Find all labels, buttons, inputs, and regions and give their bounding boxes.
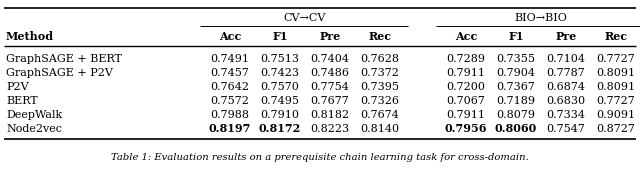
Text: GraphSAGE + P2V: GraphSAGE + P2V (6, 68, 113, 78)
Text: 0.7956: 0.7956 (445, 123, 487, 134)
Text: 0.8223: 0.8223 (310, 124, 349, 134)
Text: 0.7547: 0.7547 (547, 124, 586, 134)
Text: 0.7642: 0.7642 (211, 82, 250, 92)
Text: 0.7334: 0.7334 (547, 110, 586, 120)
Text: Node2vec: Node2vec (6, 124, 62, 134)
Text: CV→CV: CV→CV (284, 13, 326, 23)
Text: 0.7104: 0.7104 (547, 54, 586, 64)
Text: 0.6874: 0.6874 (547, 82, 586, 92)
Text: 0.7486: 0.7486 (310, 68, 349, 78)
Text: 0.8060: 0.8060 (495, 123, 537, 134)
Text: 0.7628: 0.7628 (360, 54, 399, 64)
Text: 0.8197: 0.8197 (209, 123, 251, 134)
Text: GraphSAGE + BERT: GraphSAGE + BERT (6, 54, 122, 64)
Text: 0.7289: 0.7289 (447, 54, 486, 64)
Text: 0.7404: 0.7404 (310, 54, 349, 64)
Text: 0.7372: 0.7372 (360, 68, 399, 78)
Text: 0.7727: 0.7727 (596, 54, 636, 64)
Text: 0.7457: 0.7457 (211, 68, 250, 78)
Text: Rec: Rec (369, 31, 392, 42)
Text: 0.7677: 0.7677 (310, 96, 349, 106)
Text: 0.7495: 0.7495 (260, 96, 300, 106)
Text: 0.7754: 0.7754 (310, 82, 349, 92)
Text: Pre: Pre (556, 31, 577, 42)
Text: BIO→BIO: BIO→BIO (515, 13, 568, 23)
Text: 0.7200: 0.7200 (447, 82, 486, 92)
Text: Pre: Pre (319, 31, 340, 42)
Text: Acc: Acc (455, 31, 477, 42)
Text: 0.7904: 0.7904 (497, 68, 536, 78)
Text: BERT: BERT (6, 96, 38, 106)
Text: F1: F1 (508, 31, 524, 42)
Text: Rec: Rec (604, 31, 628, 42)
Text: Acc: Acc (219, 31, 241, 42)
Text: 0.8140: 0.8140 (360, 124, 399, 134)
Text: 0.7367: 0.7367 (497, 82, 536, 92)
Text: 0.7423: 0.7423 (260, 68, 300, 78)
Text: DeepWalk: DeepWalk (6, 110, 62, 120)
Text: 0.8182: 0.8182 (310, 110, 349, 120)
Text: 0.7570: 0.7570 (260, 82, 300, 92)
Text: 0.7189: 0.7189 (497, 96, 536, 106)
Text: P2V: P2V (6, 82, 29, 92)
Text: 0.8727: 0.8727 (596, 124, 636, 134)
Text: 0.7572: 0.7572 (211, 96, 250, 106)
Text: 0.7787: 0.7787 (547, 68, 586, 78)
Text: 0.7067: 0.7067 (447, 96, 485, 106)
Text: 0.7674: 0.7674 (360, 110, 399, 120)
Text: 0.7988: 0.7988 (211, 110, 250, 120)
Text: 0.7911: 0.7911 (447, 68, 486, 78)
Text: 0.6830: 0.6830 (547, 96, 586, 106)
Text: 0.8079: 0.8079 (497, 110, 536, 120)
Text: 0.7395: 0.7395 (360, 82, 399, 92)
Text: Method: Method (6, 31, 54, 42)
Text: 0.8091: 0.8091 (596, 82, 636, 92)
Text: 0.8091: 0.8091 (596, 68, 636, 78)
Text: 0.8172: 0.8172 (259, 123, 301, 134)
Text: 0.7727: 0.7727 (596, 96, 636, 106)
Text: 0.7513: 0.7513 (260, 54, 300, 64)
Text: 0.7911: 0.7911 (447, 110, 486, 120)
Text: 0.9091: 0.9091 (596, 110, 636, 120)
Text: F1: F1 (272, 31, 288, 42)
Text: 0.7910: 0.7910 (260, 110, 300, 120)
Text: Table 1: Evaluation results on a prerequisite chain learning task for cross-doma: Table 1: Evaluation results on a prerequ… (111, 152, 529, 162)
Text: 0.7355: 0.7355 (497, 54, 536, 64)
Text: 0.7491: 0.7491 (211, 54, 250, 64)
Text: 0.7326: 0.7326 (360, 96, 399, 106)
